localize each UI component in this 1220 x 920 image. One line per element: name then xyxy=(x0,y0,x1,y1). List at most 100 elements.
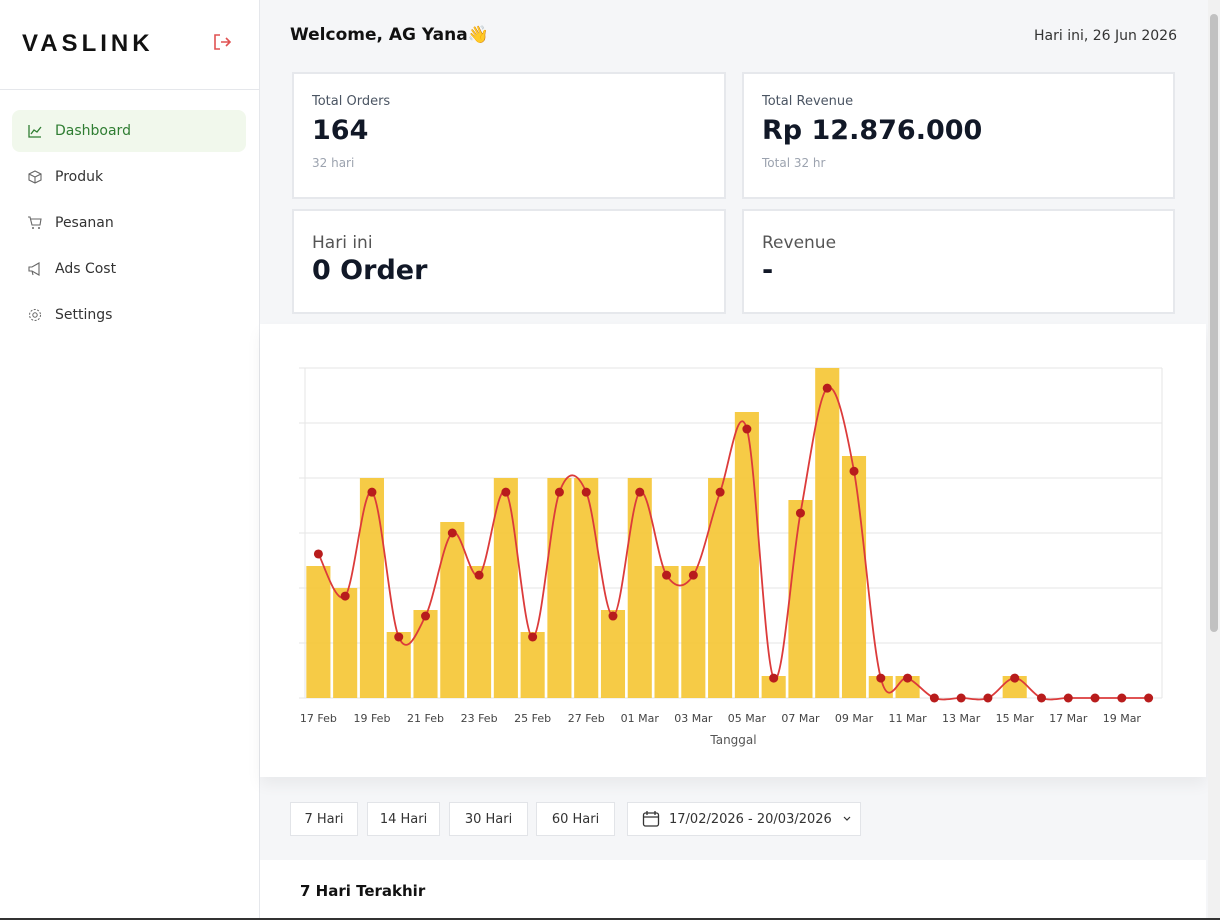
line-point xyxy=(367,487,377,497)
line-point xyxy=(581,487,591,497)
bar xyxy=(440,522,465,698)
x-tick-label: 03 Mar xyxy=(674,712,713,725)
menu-label: Dashboard xyxy=(55,123,131,139)
line-point xyxy=(1090,693,1100,703)
line-point xyxy=(447,528,457,538)
line-point xyxy=(1063,693,1073,703)
line-point xyxy=(394,632,404,642)
bar xyxy=(708,478,733,698)
chevron xyxy=(843,816,851,821)
filter-button[interactable]: 60 Hari xyxy=(536,802,615,836)
x-tick-label: 27 Feb xyxy=(568,712,605,725)
line-point xyxy=(795,508,805,518)
bar xyxy=(841,456,867,698)
date-range: 17/02/2026 - 20/03/2026 xyxy=(669,811,832,827)
card-label: Total Revenue xyxy=(762,94,854,109)
menu-item[interactable]: Settings xyxy=(12,294,246,336)
line-point xyxy=(983,693,993,703)
card: Revenue - xyxy=(742,209,1175,314)
bar xyxy=(333,588,358,698)
date-range-picker[interactable]: 17/02/2026 - 20/03/2026 xyxy=(627,802,861,836)
section-title: 7 Hari Terakhir xyxy=(300,882,426,900)
line-point xyxy=(554,487,564,497)
filter-button[interactable]: 30 Hari xyxy=(449,802,528,836)
x-axis-label: Tanggal xyxy=(709,733,756,747)
scroll-thumb[interactable] xyxy=(1210,14,1218,632)
line-point xyxy=(1144,693,1154,703)
card: Hari ini 0 Order xyxy=(292,209,726,314)
card-note: Total 32 hr xyxy=(762,156,826,170)
filter-button[interactable]: 14 Hari xyxy=(367,802,440,836)
calendar-icon xyxy=(642,811,660,827)
line-point xyxy=(715,487,725,497)
menu-item[interactable]: Dashboard xyxy=(12,110,246,152)
line-point xyxy=(769,673,779,683)
x-tick-label: 09 Mar xyxy=(835,712,874,725)
line-point xyxy=(956,693,966,703)
menu-label: Produk xyxy=(55,169,104,185)
line-point xyxy=(688,570,698,580)
x-tick-label: 17 Feb xyxy=(300,712,337,725)
chart: 17 Feb 19 Feb 21 Feb 23 Feb 25 Feb 27 Feb 01 M… xyxy=(299,367,1163,747)
x-tick-label: 23 Feb xyxy=(461,712,498,725)
line-point xyxy=(929,693,939,703)
bar xyxy=(654,566,679,698)
bar xyxy=(761,676,786,698)
line-point xyxy=(1117,693,1127,703)
x-tick-label: 13 Mar xyxy=(942,712,981,725)
bar xyxy=(493,478,518,698)
menu-item[interactable]: Ads Cost xyxy=(12,248,246,290)
logout-icon[interactable] xyxy=(212,32,232,52)
bar xyxy=(627,478,652,698)
bar xyxy=(306,566,331,698)
line-point xyxy=(1010,673,1020,683)
line-point xyxy=(501,487,511,497)
card-label: Hari ini xyxy=(312,233,373,253)
menu-label: Ads Cost xyxy=(55,261,117,277)
card-value: 0 Order xyxy=(312,255,428,286)
x-tick-label: 17 Mar xyxy=(1049,712,1088,725)
x-tick-label: 19 Mar xyxy=(1103,712,1142,725)
menu-item[interactable]: Produk xyxy=(12,156,246,198)
line-point xyxy=(340,591,350,601)
bar xyxy=(600,610,626,698)
line-point xyxy=(849,466,859,476)
divider xyxy=(0,89,259,90)
section: 7 Hari Terakhir xyxy=(260,860,1206,920)
scrollbar[interactable] xyxy=(1208,0,1220,918)
bar xyxy=(788,500,813,698)
card-label: Total Orders xyxy=(312,94,391,109)
card-label: Revenue xyxy=(762,233,837,253)
x-tick-label: 11 Mar xyxy=(888,712,927,725)
x-tick-label: 21 Feb xyxy=(407,712,444,725)
bar xyxy=(734,412,759,698)
bar xyxy=(815,368,840,698)
menu-item[interactable]: Pesanan xyxy=(12,202,246,244)
chart-panel: 17 Feb 19 Feb 21 Feb 23 Feb 25 Feb 27 Feb 01 M… xyxy=(260,324,1206,777)
line-point xyxy=(528,632,538,642)
x-tick-label: 05 Mar xyxy=(728,712,767,725)
bottom-edge xyxy=(0,918,1220,920)
line-point xyxy=(742,424,752,434)
welcome: Welcome, AG Yana👋 xyxy=(290,25,489,45)
card-value: Rp 12.876.000 xyxy=(762,115,983,146)
today-date: Hari ini, 26 Jun 2026 xyxy=(1034,28,1177,44)
card: Total Orders 164 32 hari xyxy=(292,72,726,199)
line-point xyxy=(1036,693,1046,703)
line-point xyxy=(474,570,484,580)
x-tick-label: 01 Mar xyxy=(621,712,660,725)
bar xyxy=(520,632,545,698)
filter-button[interactable]: 7 Hari xyxy=(290,802,358,836)
line-point xyxy=(635,487,645,497)
card-value: 164 xyxy=(312,115,369,146)
x-tick-label: 19 Feb xyxy=(353,712,390,725)
x-tick-label: 25 Feb xyxy=(514,712,551,725)
line-point xyxy=(313,549,323,559)
bar xyxy=(359,478,385,698)
bar xyxy=(467,566,492,698)
line-point xyxy=(822,383,832,393)
x-tick-label: 07 Mar xyxy=(781,712,820,725)
bar xyxy=(681,566,706,698)
bar xyxy=(547,478,572,698)
